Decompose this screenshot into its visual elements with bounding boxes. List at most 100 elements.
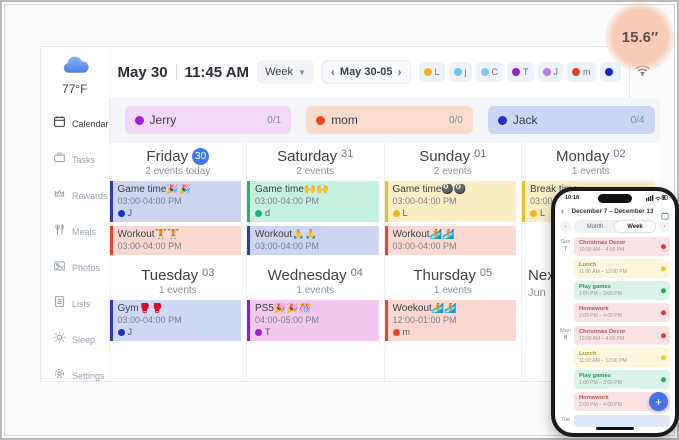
phone-event-dot [660, 376, 666, 383]
phone-event-card[interactable] [574, 415, 670, 427]
avatar[interactable]: m [567, 62, 596, 83]
day-summary: 2 events [433, 166, 472, 177]
member-chip-jack[interactable]: Jack 0/4 [487, 106, 655, 135]
event-card[interactable]: Game time🎉🎉 03:00-04:00 PM J [109, 181, 242, 222]
phone-next-icon[interactable]: › [659, 221, 670, 232]
event-title: Game time🎱🎱 [392, 184, 467, 195]
member-dot [134, 115, 144, 125]
avatar-dot [423, 68, 432, 77]
phone-event-card[interactable]: Lunch 11:00 AM – 12:00 PM [574, 259, 670, 278]
event-title: PS5🎉🎉🎊 [255, 303, 312, 314]
day-name: Tuesday [141, 267, 199, 284]
day-header[interactable]: Wednesday 04 1 events [247, 262, 384, 298]
avatar[interactable]: L [418, 62, 445, 83]
event-title: Gym🥊🥊 [117, 303, 164, 314]
sidebar-item-label: Lists [72, 299, 91, 309]
day-number: 31 [341, 147, 354, 160]
phone-event-dot [660, 243, 666, 250]
day-name: Sunday [419, 148, 471, 165]
member-chip-jerry[interactable]: Jerry 0/1 [124, 106, 292, 135]
avatar-letter: J [553, 67, 559, 78]
calendar-picker-icon[interactable] [661, 207, 669, 220]
day-column-saturday: Saturday 31 2 events Game time🙌🙌 03:00-04… [247, 143, 385, 262]
next-week-dates: Jun [528, 287, 546, 299]
sidebar-item-label: Calendar [72, 119, 109, 129]
phone-event-dot [660, 265, 666, 272]
attendee-letter: m [402, 327, 411, 337]
sidebar-item-sleep[interactable]: Sleep [41, 322, 109, 358]
phone-event-time: 2:00 PM – 4:00 PM [579, 313, 622, 319]
event-title: Workout🏋️🏋️ [117, 229, 180, 240]
avatar[interactable] [599, 62, 621, 83]
sidebar-item-lists[interactable]: Lists [41, 286, 109, 322]
day-summary: 1 events [158, 285, 197, 296]
day-header[interactable]: Saturday 31 2 events [247, 143, 384, 179]
event-card[interactable]: Game time🎱🎱 03:00-04:00 PM L [384, 181, 517, 222]
avatar[interactable]: C [475, 62, 504, 83]
member-chip-mom[interactable]: mom 0/0 [306, 106, 473, 135]
phone-event-card[interactable]: Lunch 11:00 AM – 12:00 PM [574, 348, 670, 367]
tab-week[interactable]: Week [615, 221, 655, 232]
avatar-letter: j [464, 67, 467, 78]
next-week-button[interactable]: › [397, 65, 402, 80]
sidebar-item-rewards[interactable]: Rewards [41, 178, 109, 214]
add-event-button[interactable]: + [649, 392, 668, 411]
event-card[interactable]: PS5🎉🎉🎊 04:00-05:00 PM T [247, 300, 379, 341]
sidebar: 77°F Calendar Tasks Rewards Meals [41, 47, 110, 381]
day-header[interactable]: Friday 30 2 events today [110, 143, 246, 179]
phone-event-title: Christmas Decor [579, 239, 626, 246]
avatar[interactable]: J [537, 62, 564, 83]
avatar[interactable]: j [448, 62, 472, 83]
phone-day-section-tue: Tue [559, 415, 670, 427]
event-card[interactable]: Workout🏋️🏋️ 03:00-04:00 PM [109, 226, 242, 255]
day-summary: 2 events [296, 166, 335, 177]
event-card[interactable]: Workout🙏🙏 03:00-04:00 PM [247, 226, 379, 255]
event-card[interactable]: Woekout🏄🏄 12:00-01:00 PM m [384, 300, 517, 341]
back-icon[interactable]: ‹ [561, 205, 564, 216]
tab-month[interactable]: Month [586, 223, 604, 230]
attendee-letter: J [127, 208, 133, 218]
phone-event-card[interactable]: Christmas Decor 10:00 AM – 4:00 PM [574, 326, 670, 345]
event-title: Game time🙌🙌 [255, 184, 329, 195]
current-time: 11:45 AM [184, 63, 250, 81]
phone-event-list: Sun 7 Christmas Decor 10:00 AM – 4:00 PM… [555, 235, 675, 433]
avatar-dot [604, 68, 613, 77]
phone-screen: 10:18 ‹ December 7 – December 13 ‹ Month… [555, 191, 675, 433]
sidebar-item-photos[interactable]: Photos [41, 250, 109, 286]
phone-day-gutter: Tue [559, 415, 572, 427]
day-name: Monday [555, 148, 610, 165]
event-time: 03:00-04:00 PM [117, 196, 182, 206]
day-header[interactable]: Tuesday 03 1 events [110, 262, 246, 298]
day-summary: 2 events today [145, 166, 211, 177]
avatar-dot [542, 68, 551, 77]
view-selector-dropdown[interactable]: Week ▼ [257, 60, 314, 85]
phone-event-card[interactable]: Homework 2:00 PM – 4:00 PM [574, 303, 670, 322]
attendee-dot [255, 328, 263, 336]
sidebar-item-meals[interactable]: Meals [41, 214, 109, 250]
phone-event-card[interactable]: Play games 1:00 PM – 3:00 PM [574, 370, 670, 389]
phone-event-dot [660, 287, 666, 294]
event-time: 03:00-04:00 PM [117, 241, 182, 251]
avatar[interactable]: T [507, 62, 534, 83]
event-card[interactable]: Workout🏄🏄 03:00-04:00 PM [384, 226, 517, 255]
sidebar-item-tasks[interactable]: Tasks [41, 142, 109, 178]
phone-event-card[interactable]: Play games 1:00 PM – 3:00 PM [574, 281, 670, 300]
avatar-dot [453, 68, 462, 77]
phone-event-title: Lunch [579, 261, 597, 268]
day-number: 02 [613, 147, 626, 160]
segmented-control: Month Week [574, 220, 656, 233]
topbar: May 30 11:45 AM Week ▼ ‹ May 30-05 › L j… [110, 47, 660, 98]
event-time: 03:00-04:00 PM [392, 196, 457, 206]
phone-event-card[interactable]: Christmas Decor 10:00 AM – 4:00 PM [574, 237, 670, 256]
day-header[interactable]: Sunday 01 2 events [385, 143, 522, 179]
event-title: Workout🏄🏄 [392, 229, 455, 240]
day-header[interactable]: Monday 02 1 events [522, 143, 660, 179]
event-card[interactable]: Gym🥊🥊 03:00-04:00 PM J [109, 300, 242, 341]
phone-prev-icon[interactable]: ‹ [560, 221, 571, 232]
sidebar-item-settings[interactable]: Settings [41, 358, 109, 394]
sidebar-item-calendar[interactable]: Calendar [41, 106, 109, 142]
day-header[interactable]: Thursday 05 1 events [385, 262, 522, 298]
prev-week-button[interactable]: ‹ [330, 65, 335, 80]
day-column-wednesday: Wednesday 04 1 events PS5🎉🎉🎊 04:00-05:00 … [247, 262, 385, 381]
event-card[interactable]: Game time🙌🙌 03:00-04:00 PM d [247, 181, 379, 222]
